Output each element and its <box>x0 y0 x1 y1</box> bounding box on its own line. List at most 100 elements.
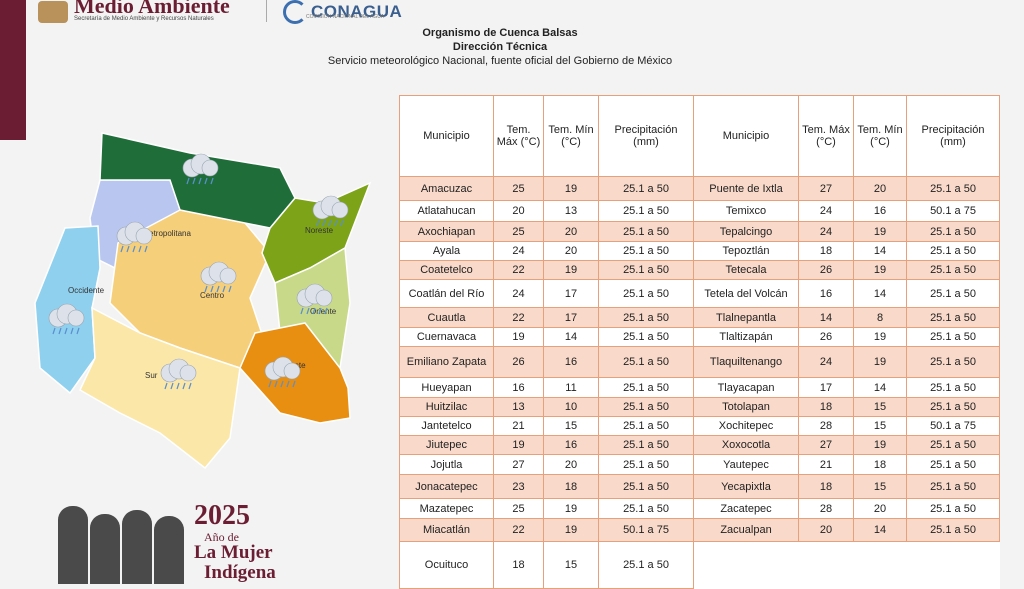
column-header: Tem. Mín (°C) <box>543 95 599 177</box>
temperature-cell: 20 <box>853 498 907 519</box>
temperature-cell: 11 <box>543 377 599 398</box>
municipio-cell: Atlatahucan <box>399 200 494 222</box>
women-illustration <box>58 496 188 584</box>
precipitacion-cell: 25.1 a 50 <box>906 498 1000 519</box>
table-row: Ayala 24 20 25.1 a 50 Tepoztlán 18 14 25.1 a 50 <box>399 241 1000 261</box>
precipitacion-cell: 25.1 a 50 <box>598 435 694 455</box>
temperature-cell: 18 <box>798 241 854 261</box>
temperature-cell: 14 <box>798 307 854 328</box>
column-header: Precipitación (mm) <box>906 95 1000 177</box>
temperature-cell <box>798 541 854 589</box>
municipio-cell: Tlalnepantla <box>693 307 799 328</box>
municipio-cell: Huitzilac <box>399 397 494 417</box>
temperature-cell: 22 <box>493 518 544 542</box>
map-region <box>79 306 241 470</box>
temperature-cell: 24 <box>798 346 854 378</box>
temperature-cell: 20 <box>493 200 544 222</box>
precipitacion-cell: 25.1 a 50 <box>598 498 694 519</box>
temperature-cell: 16 <box>853 200 907 222</box>
precipitacion-cell: 25.1 a 50 <box>906 474 1000 499</box>
municipio-cell: Tepalcingo <box>693 221 799 242</box>
precipitacion-cell: 25.1 a 50 <box>906 454 1000 475</box>
temperature-cell: 15 <box>853 397 907 417</box>
precipitacion-cell: 25.1 a 50 <box>598 241 694 261</box>
region-label: Occidente <box>68 286 105 295</box>
conagua-subtitle: COMISIÓN NACIONAL DEL AGUA <box>306 14 385 20</box>
column-header: Precipitación (mm) <box>598 95 694 177</box>
temperature-cell: 19 <box>493 435 544 455</box>
municipio-cell: Zacatepec <box>693 498 799 519</box>
temperature-cell: 22 <box>493 307 544 328</box>
table-row: Mazatepec 25 19 25.1 a 50 Zacatepec 28 20 25.1 … <box>399 498 1000 519</box>
precipitacion-cell: 25.1 a 50 <box>598 377 694 398</box>
map-svg: Zona Metropolitana Occidente Centro Sur Nore… <box>34 132 372 470</box>
precipitacion-cell: 25.1 a 50 <box>906 176 1000 201</box>
temperature-cell: 27 <box>493 454 544 475</box>
temperature-cell: 28 <box>798 498 854 519</box>
column-header: Municipio <box>693 95 799 177</box>
column-header: Tem. Máx (°C) <box>798 95 854 177</box>
table-row: Jiutepec 19 16 25.1 a 50 Xoxocotla 27 19 25.1 a… <box>399 435 1000 455</box>
table-row: Coatlán del Río 24 17 25.1 a 50 Tetela del V… <box>399 279 1000 308</box>
temperature-cell: 16 <box>798 279 854 308</box>
municipio-cell: Tlaquiltenango <box>693 346 799 378</box>
table-header-row: Municipio Tem. Máx (°C) Tem. Mín (°C) Preci… <box>399 95 1000 177</box>
temperature-cell: 20 <box>543 221 599 242</box>
logo-subtitle: Secretaría de Medio Ambiente y Recursos … <box>74 16 214 22</box>
municipio-cell: Cuautla <box>399 307 494 328</box>
temperature-cell: 14 <box>543 327 599 347</box>
municipio-cell: Jonacatepec <box>399 474 494 499</box>
temperature-cell: 25 <box>493 176 544 201</box>
temperature-cell: 19 <box>853 327 907 347</box>
temperature-cell: 16 <box>543 435 599 455</box>
region-label: Zona Metropolitana <box>122 229 191 238</box>
municipio-cell: Jiutepec <box>399 435 494 455</box>
conagua-logo: CONAGUA <box>283 0 402 24</box>
precipitacion-cell: 25.1 a 50 <box>906 221 1000 242</box>
precipitacion-cell: 25.1 a 50 <box>598 279 694 308</box>
municipio-cell: Coatetelco <box>399 260 494 280</box>
municipio-cell: Jantetelco <box>399 416 494 436</box>
municipio-cell: Puente de Ixtla <box>693 176 799 201</box>
temperature-cell: 14 <box>853 518 907 542</box>
temperature-cell: 21 <box>493 416 544 436</box>
temperature-cell: 19 <box>543 176 599 201</box>
temperature-cell: 20 <box>543 241 599 261</box>
temperature-cell: 19 <box>853 346 907 378</box>
municipio-cell: Miacatlán <box>399 518 494 542</box>
woman-figure <box>58 506 88 584</box>
rain-cloud-icon <box>160 358 197 390</box>
table-row: Cuautla 22 17 25.1 a 50 Tlalnepantla 14 8 25.1 … <box>399 307 1000 328</box>
precipitacion-cell: 25.1 a 50 <box>906 241 1000 261</box>
title-line1: Organismo de Cuenca Balsas <box>422 27 578 39</box>
rain-cloud-icon <box>312 195 349 227</box>
temperature-cell: 14 <box>853 241 907 261</box>
temperature-cell: 10 <box>543 397 599 417</box>
badge-line3: Indígena <box>204 562 276 583</box>
column-header: Municipio <box>399 95 494 177</box>
municipio-cell: Tlayacapan <box>693 377 799 398</box>
temperature-cell: 18 <box>798 474 854 499</box>
precipitacion-cell: 25.1 a 50 <box>598 541 694 589</box>
temperature-cell: 26 <box>798 260 854 280</box>
precipitacion-cell: 50.1 a 75 <box>906 200 1000 222</box>
temperature-cell: 17 <box>798 377 854 398</box>
municipio-cell: Tetecala <box>693 260 799 280</box>
temperature-cell: 26 <box>493 346 544 378</box>
table-row: Miacatlán 22 19 50.1 a 75 Zacualpan 20 14 25.1 … <box>399 518 1000 542</box>
temperature-cell: 15 <box>543 541 599 589</box>
title-line2: Dirección Técnica <box>452 41 548 53</box>
rain-cloud-icon <box>264 356 301 388</box>
precipitacion-cell: 25.1 a 50 <box>906 397 1000 417</box>
precipitacion-cell: 25.1 a 50 <box>906 435 1000 455</box>
temperature-cell: 24 <box>798 200 854 222</box>
woman-figure <box>90 514 120 584</box>
table-row: Coatetelco 22 19 25.1 a 50 Tetecala 26 19 25.1 … <box>399 260 1000 280</box>
badge-line2: La Mujer <box>194 542 273 563</box>
municipio-cell: Ayala <box>399 241 494 261</box>
temperature-cell: 15 <box>853 474 907 499</box>
temperature-cell: 16 <box>543 346 599 378</box>
badge-line1: Año de <box>204 530 239 544</box>
precipitacion-cell: 25.1 a 50 <box>906 279 1000 308</box>
municipio-cell: Amacuzac <box>399 176 494 201</box>
